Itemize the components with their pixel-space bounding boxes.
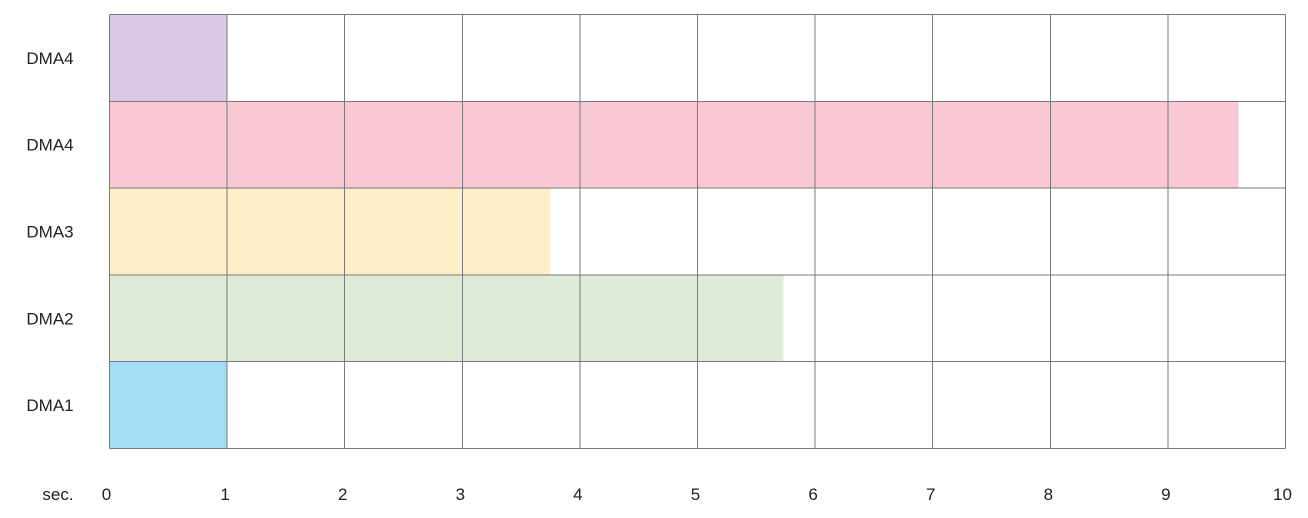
- bars-layer: [110, 15, 1239, 449]
- x-tick-label-4: 4: [573, 485, 582, 504]
- row-label-1: DMA4: [26, 49, 73, 68]
- bar-dma4-row-2: [110, 101, 1239, 188]
- x-tick-label-9: 9: [1161, 485, 1170, 504]
- bar-dma2-row-4: [110, 275, 784, 362]
- x-axis-unit-label: sec.: [42, 485, 73, 504]
- row-label-3: DMA3: [26, 223, 73, 242]
- x-tick-label-5: 5: [691, 485, 700, 504]
- x-tick-label-0: 0: [102, 485, 111, 504]
- row-label-2: DMA4: [26, 136, 73, 155]
- x-tick-label-7: 7: [926, 485, 935, 504]
- bar-dma4-row-1: [110, 15, 228, 102]
- bar-dma1-row-5: [110, 362, 228, 449]
- row-label-5: DMA1: [26, 396, 73, 415]
- bar-dma3-row-3: [110, 188, 551, 275]
- x-tick-label-3: 3: [456, 485, 465, 504]
- x-tick-label-10: 10: [1273, 485, 1292, 504]
- x-tick-label-8: 8: [1044, 485, 1053, 504]
- row-labels: DMA4 DMA4 DMA3 DMA2 DMA1: [26, 49, 73, 415]
- row-label-4: DMA2: [26, 309, 73, 328]
- x-tick-label-1: 1: [220, 485, 229, 504]
- x-tick-label-2: 2: [338, 485, 347, 504]
- x-tick-label-6: 6: [808, 485, 817, 504]
- x-axis: sec. 0 1 2 3 4 5 6 7 8 9 10: [42, 485, 1292, 504]
